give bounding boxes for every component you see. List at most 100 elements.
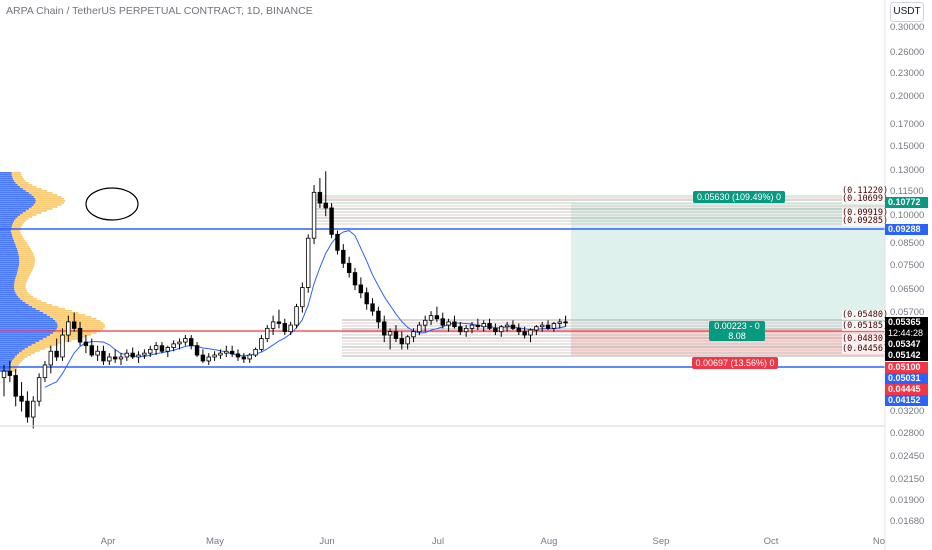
volume-profile-bar-up (0, 352, 20, 354)
volume-profile-bar-up (0, 178, 14, 180)
price-axis-label: 0.02450 (890, 451, 925, 463)
time-axis-label: Sep (652, 536, 670, 547)
volume-profile-bar-down (13, 358, 25, 360)
volume-profile-bar-down (14, 282, 27, 284)
volume-profile-bar-down (43, 312, 79, 314)
moving-average-line (44, 230, 566, 388)
volume-profile-bar-down (14, 240, 26, 242)
candle-up (124, 352, 130, 358)
candle-down (130, 352, 135, 358)
candle-down (352, 272, 358, 286)
volume-profile-bar-up (0, 182, 16, 184)
volume-profile-bar-down (16, 294, 31, 296)
entry-label: 0.00223 - 0 8.08 (709, 321, 765, 341)
candle-up (422, 319, 428, 326)
volume-profile-bar-down (17, 270, 33, 272)
candle-up (504, 324, 510, 328)
volume-profile-bar-down (15, 182, 29, 184)
volume-profile-bar-up (0, 196, 34, 198)
volume-profile-bar-down (10, 364, 19, 366)
candle-down (72, 321, 77, 329)
candle-up (294, 306, 299, 326)
volume-profile-bar-up (0, 324, 58, 326)
price-axis-label: 0.01680 (890, 516, 925, 527)
candle-down (475, 324, 481, 328)
volume-profile-bar-down (25, 190, 48, 192)
volume-profile-bar-up (0, 210, 26, 212)
volume-profile-bar-up (0, 294, 17, 296)
volume-profile-bar-up (0, 250, 18, 252)
volume-profile-bar-up (0, 222, 14, 224)
level-label-6: (0.05185) (842, 321, 889, 331)
volume-profile-bar-up (0, 200, 36, 202)
candle-down (452, 321, 457, 328)
candle-down (399, 338, 404, 345)
candle-up (557, 321, 562, 324)
volume-profile-bar-down (19, 260, 36, 262)
drawn-circle-annotation[interactable] (85, 187, 139, 221)
time-axis-label: No (872, 536, 886, 547)
volume-profile-bar-down (16, 246, 30, 248)
candle-down (194, 345, 200, 356)
volume-profile-bar-up (0, 268, 19, 270)
volume-profile-bar-down (50, 334, 92, 336)
price-tag-red: 0.05100 (885, 362, 928, 373)
candle-up (66, 321, 71, 336)
volume-profile-bar-up (0, 208, 29, 210)
candle-down (159, 345, 165, 352)
candle-down (516, 327, 521, 333)
volume-profile-bar-up (0, 186, 21, 188)
candle-up (469, 324, 475, 329)
volume-profile-bar-up (0, 326, 58, 328)
candle-up (148, 348, 153, 354)
volume-profile-bar-up (0, 232, 12, 234)
candle-up (446, 321, 451, 326)
volume-profile-bar-up (0, 354, 17, 356)
candle-down (101, 350, 106, 362)
volume-profile-bar-down (35, 198, 65, 200)
candle-up (270, 321, 276, 329)
volume-profile-bar-down (31, 344, 58, 346)
volume-profile-bar-up (0, 316, 51, 318)
volume-profile-bar-down (31, 194, 58, 196)
volume-profile-bar-down (17, 216, 33, 218)
volume-profile-bar-down (11, 362, 21, 364)
target-zone (571, 203, 885, 331)
price-axis-label: 0.02150 (890, 473, 925, 485)
candle-up (118, 356, 124, 360)
level-label-1: (0.11220) (842, 186, 889, 196)
volume-profile-bar-down (33, 196, 62, 198)
volume-profile-bar-down (11, 172, 21, 174)
volume-profile-bar-up (0, 262, 20, 264)
candle-up (136, 354, 141, 358)
price-axis-label: 0.17000 (890, 119, 925, 131)
candle-down (329, 207, 334, 235)
volume-profile-bar-down (20, 298, 37, 300)
candles (1, 171, 568, 429)
volume-profile-bar-up (0, 236, 13, 238)
volume-profile-bar-down (32, 306, 59, 308)
candle-down (54, 350, 59, 358)
candle-down (434, 315, 440, 320)
candle-up (48, 350, 53, 366)
volume-profile-bar-down (18, 266, 34, 268)
volume-profile-bar-up (0, 292, 16, 294)
level-lines (0, 195, 885, 368)
time-axis-label: Jul (431, 536, 445, 547)
volume-profile-bar-down (22, 212, 42, 214)
volume-profile-bar-down (22, 188, 42, 190)
currency-button[interactable]: USDT (890, 2, 924, 22)
candle-down (458, 326, 463, 333)
volume-profile-bar-down (12, 224, 23, 226)
volume-profile-bar-up (0, 276, 16, 278)
symbol-title: ARPA Chain / TetherUS PERPETUAL CONTRACT… (6, 5, 313, 17)
volume-profile-bar-down (15, 276, 29, 278)
volume-profile-bar-up (0, 258, 20, 260)
candle-up (224, 350, 229, 354)
candle-up (481, 323, 486, 328)
volume-profile-bar-up (0, 350, 22, 352)
candle-down (364, 292, 369, 305)
time-axis-label: May (206, 536, 224, 547)
candle-up (206, 356, 211, 362)
